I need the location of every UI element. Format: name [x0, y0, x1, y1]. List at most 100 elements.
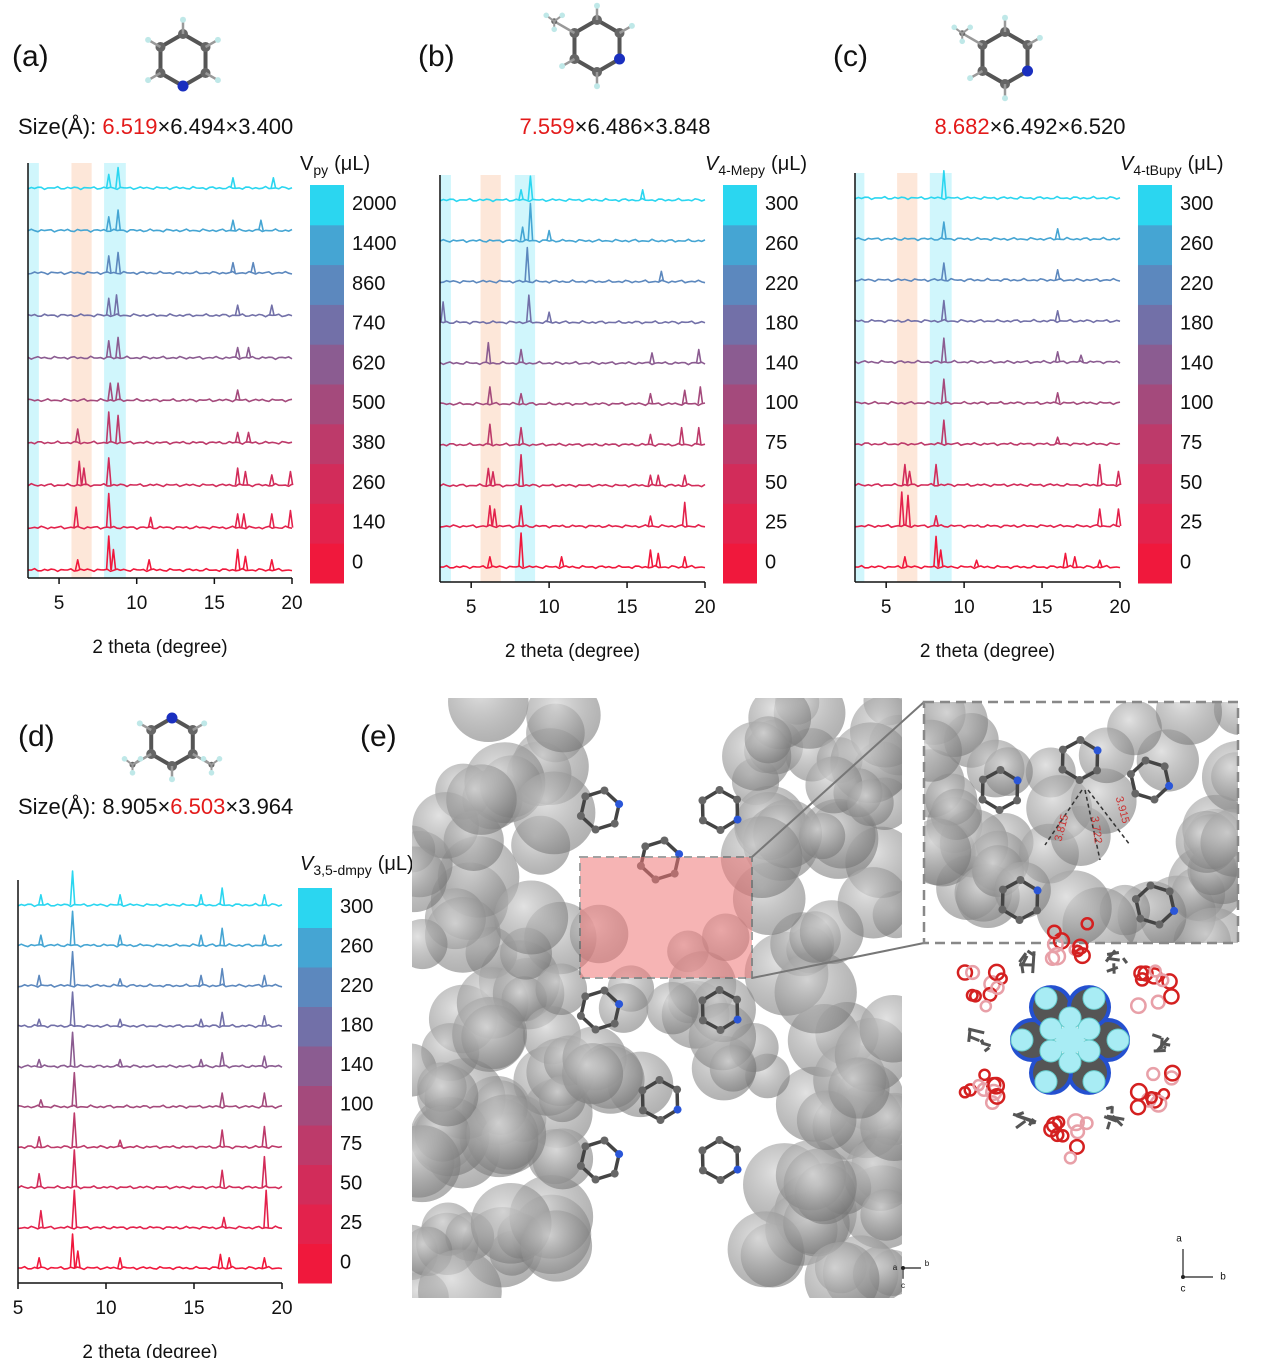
x-tick-label: 15: [183, 1298, 204, 1319]
colorbar-segment: [310, 185, 344, 226]
peak: [242, 470, 249, 486]
peak: [933, 535, 940, 568]
peak: [647, 549, 654, 568]
legend-unit: (μL): [771, 153, 807, 175]
colorbar-segment: [298, 1164, 332, 1205]
atom: [581, 992, 590, 1001]
atom: [715, 1136, 724, 1145]
highlight-band: [480, 175, 501, 582]
peak: [117, 1139, 124, 1148]
size-value: 6.494: [170, 114, 225, 139]
baseline: [17, 1225, 283, 1231]
peak: [268, 474, 275, 486]
atom: [1165, 887, 1174, 896]
atom: [591, 825, 600, 834]
legend-label: 300: [1180, 193, 1213, 215]
atom: [1058, 765, 1067, 774]
colorbar-segment: [1138, 503, 1172, 544]
atom: [978, 795, 987, 804]
peak: [261, 974, 268, 986]
colorbar-segment: [310, 384, 344, 425]
peak: [219, 927, 226, 946]
x-tick-label: 15: [204, 593, 225, 614]
atom: [1155, 920, 1164, 929]
peak: [198, 894, 205, 906]
atom-sphere: [446, 764, 517, 835]
baseline: [27, 355, 293, 361]
colorbar-segment: [1138, 224, 1172, 266]
trace: [854, 299, 1121, 324]
linker: [1106, 965, 1119, 973]
oxygen: [987, 1076, 1006, 1095]
colorbar-segment: [310, 423, 344, 465]
peak: [76, 460, 83, 486]
peak: [234, 513, 241, 528]
panel-label: (b): [418, 40, 455, 73]
atom-sphere: [532, 1128, 594, 1190]
colorbar-segment: [298, 1125, 332, 1165]
atom-sphere: [412, 846, 447, 913]
baseline: [17, 902, 283, 908]
atom: [656, 1115, 665, 1124]
peak: [117, 978, 124, 986]
oxygen: [1155, 973, 1170, 988]
colorbar-segment: [310, 503, 344, 544]
baseline: [854, 318, 1121, 324]
atom: [581, 792, 590, 801]
legend-label: 75: [340, 1133, 362, 1155]
peak: [519, 226, 526, 241]
peak: [261, 1155, 268, 1188]
atom: [1093, 766, 1102, 775]
peak: [219, 1011, 226, 1027]
peak: [117, 1058, 124, 1067]
legend-label: 300: [765, 193, 798, 215]
legend-label: 620: [352, 352, 385, 374]
baseline: [854, 195, 1121, 201]
trace: [17, 991, 283, 1029]
peak: [518, 532, 525, 568]
peak: [940, 337, 947, 363]
peak: [655, 474, 662, 486]
legend-label: 0: [340, 1252, 351, 1274]
baseline: [854, 400, 1121, 406]
peak: [940, 262, 947, 281]
axis-origin: [901, 1266, 905, 1270]
oxygen: [1047, 947, 1067, 966]
baseline: [17, 983, 283, 989]
legend-sub: 4-Mepy: [718, 162, 765, 178]
peak: [105, 216, 112, 231]
size-separator: ×: [1058, 114, 1071, 139]
legend-label: 220: [765, 273, 798, 295]
x-axis-title: 2 theta (degree): [82, 1342, 217, 1358]
atom: [600, 1136, 609, 1145]
size-prefix: Size(Å):: [18, 114, 96, 139]
oxygen: [1050, 1127, 1065, 1143]
size-text: Size(Å): 6.519×6.494×3.400: [18, 114, 293, 139]
colorbar-segment: [298, 1006, 332, 1047]
atom-sphere: [466, 1094, 547, 1175]
peak: [36, 974, 43, 986]
oxygen: [956, 964, 974, 981]
oxygen: [965, 964, 981, 981]
highlight-band: [897, 173, 918, 582]
x-tick-label: 5: [54, 593, 65, 614]
atom: [998, 885, 1007, 894]
linker: [1018, 952, 1028, 963]
oxygen: [1133, 965, 1149, 982]
peak: [649, 352, 655, 364]
atom-h: [208, 770, 215, 776]
atom-sphere: [646, 981, 699, 1035]
peak: [287, 509, 294, 528]
baseline: [854, 441, 1121, 447]
atom-h: [628, 22, 635, 29]
trace: [27, 535, 293, 573]
peak: [36, 1136, 43, 1148]
size-text: 7.559×6.486×3.848: [520, 114, 711, 139]
peak: [74, 428, 81, 443]
atom: [733, 795, 742, 804]
peak: [546, 229, 553, 241]
oxygen: [1063, 1151, 1078, 1165]
atom: [698, 1146, 707, 1155]
legend-label: 50: [765, 472, 787, 494]
size-separator: ×: [225, 114, 238, 139]
